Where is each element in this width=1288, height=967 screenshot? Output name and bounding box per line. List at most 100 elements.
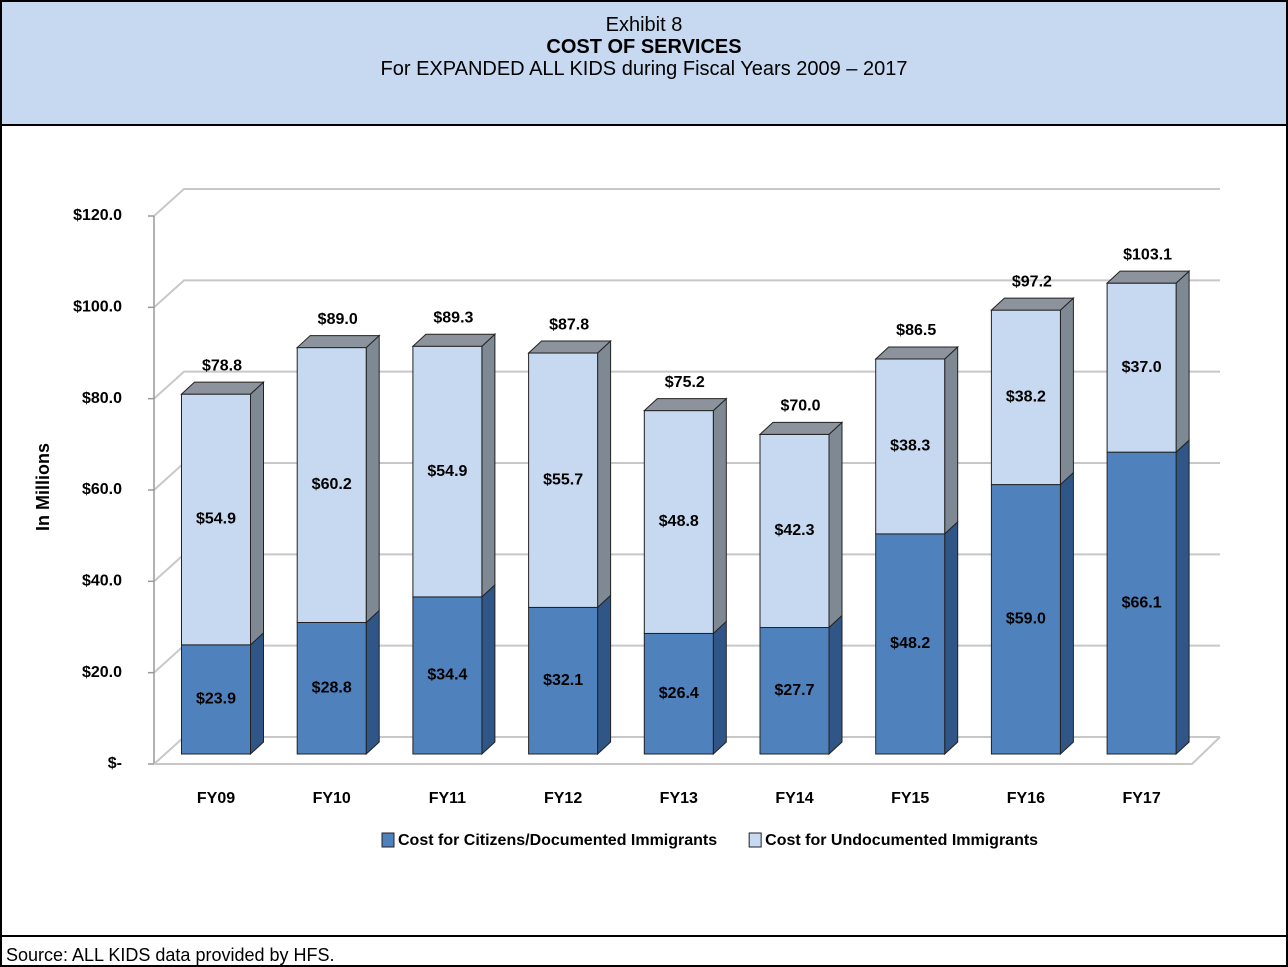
bar-side	[365, 334, 380, 624]
bar-side	[1059, 471, 1074, 756]
total-label: $70.0	[780, 398, 820, 415]
total-label: $87.8	[549, 316, 589, 333]
bar	[412, 596, 483, 755]
bar	[875, 533, 946, 755]
value-label: $55.7	[543, 471, 583, 488]
chart-subtitle: For EXPANDED ALL KIDS during Fiscal Year…	[380, 58, 908, 80]
bar-side	[481, 333, 496, 599]
value-label: $23.9	[196, 691, 236, 708]
total-label: $86.5	[896, 322, 936, 339]
legend-swatch	[748, 832, 762, 848]
bar-top	[758, 421, 844, 435]
bar-side	[828, 421, 843, 629]
bar	[181, 644, 251, 755]
bar-top	[874, 346, 959, 360]
bar-side	[712, 397, 727, 635]
total-label: $97.2	[1012, 273, 1052, 290]
source-note: Source: ALL KIDS data provided by HFS.	[2, 935, 1286, 965]
value-label: $38.2	[1006, 389, 1046, 406]
y-tick-label: $20.0	[82, 664, 122, 681]
x-tick-label: FY17	[1122, 790, 1160, 807]
total-label: $103.1	[1123, 246, 1172, 263]
bar-top	[990, 297, 1075, 311]
bar-side	[1175, 439, 1190, 756]
x-tick-label: FY16	[1007, 790, 1045, 807]
bar-side	[712, 620, 727, 756]
bar	[1106, 451, 1177, 755]
total-label: $89.3	[433, 309, 473, 326]
bar-top	[411, 333, 497, 347]
bar	[990, 309, 1061, 486]
bar-side	[365, 609, 380, 756]
grid-line	[153, 370, 1220, 400]
bar-side	[1059, 296, 1074, 486]
value-label: $66.1	[1122, 594, 1162, 611]
bar-side	[944, 520, 959, 756]
chart-title: COST OF SERVICES	[546, 36, 742, 58]
value-label: $59.0	[1006, 611, 1046, 628]
bar-side	[597, 594, 612, 756]
x-tick-label: FY11	[429, 790, 466, 807]
x-tick-label: FY10	[313, 790, 351, 807]
value-label: $28.8	[312, 679, 352, 696]
bar-side	[250, 631, 264, 756]
total-label: $78.8	[202, 357, 242, 374]
legend-swatch	[381, 832, 395, 848]
value-label: $27.7	[774, 682, 814, 699]
bar	[181, 393, 251, 646]
bar	[296, 621, 367, 755]
y-tick-label: $-	[108, 755, 122, 772]
bar-side	[944, 345, 959, 536]
total-label: $75.2	[665, 374, 705, 391]
bar	[875, 358, 946, 535]
total-label: $89.0	[318, 311, 358, 328]
bar-side	[481, 583, 496, 756]
value-label: $38.3	[890, 438, 930, 455]
value-label: $48.2	[890, 635, 930, 652]
value-label: $60.2	[312, 476, 352, 493]
bar	[296, 347, 367, 623]
x-tick-label: FY12	[544, 790, 582, 807]
value-label: $26.4	[659, 685, 699, 702]
x-tick-label: FY13	[660, 790, 698, 807]
bar	[990, 484, 1061, 755]
value-label: $32.1	[543, 672, 583, 689]
header: Exhibit 8 COST OF SERVICES For EXPANDED …	[2, 2, 1286, 126]
y-axis-label: In Millions	[33, 443, 53, 531]
x-tick-label: FY14	[775, 790, 813, 807]
grid-line	[153, 188, 1220, 217]
bar-side	[828, 614, 843, 756]
exhibit-number: Exhibit 8	[605, 14, 683, 36]
bar	[1106, 282, 1177, 453]
grid-line	[153, 279, 1220, 309]
y-tick-label: $80.0	[82, 390, 122, 407]
floor-edge	[154, 736, 1221, 765]
x-tick-label: FY09	[197, 790, 235, 807]
bar-top	[1105, 270, 1191, 284]
legend-label: Cost for Undocumented Immigrants	[765, 832, 1038, 849]
bar-side	[597, 339, 612, 609]
chart: $- $20.0 $40.0 $60.0 $80.0 $100.0 $120.0 In Mil…	[33, 188, 1221, 849]
y-tick-label: $120.0	[73, 207, 122, 224]
x-tick-label: FY15	[891, 790, 929, 807]
bar-side	[1175, 270, 1190, 454]
bar	[759, 433, 830, 629]
bar-top	[643, 398, 728, 412]
value-label: $54.9	[196, 511, 236, 528]
bar	[643, 410, 714, 634]
bar-top	[180, 381, 265, 395]
value-label: $54.9	[427, 463, 467, 480]
y-tick-label: $60.0	[82, 481, 122, 498]
bar	[643, 632, 714, 755]
value-label: $42.3	[774, 522, 814, 539]
bar	[759, 627, 830, 755]
value-label: $37.0	[1122, 359, 1162, 376]
y-tick-label: $40.0	[82, 573, 122, 590]
bar-side	[250, 381, 264, 646]
bar-top	[295, 335, 381, 349]
bar	[412, 345, 483, 598]
value-label: $48.8	[659, 513, 699, 530]
value-label: $34.4	[427, 667, 467, 684]
bar-top	[527, 340, 612, 354]
